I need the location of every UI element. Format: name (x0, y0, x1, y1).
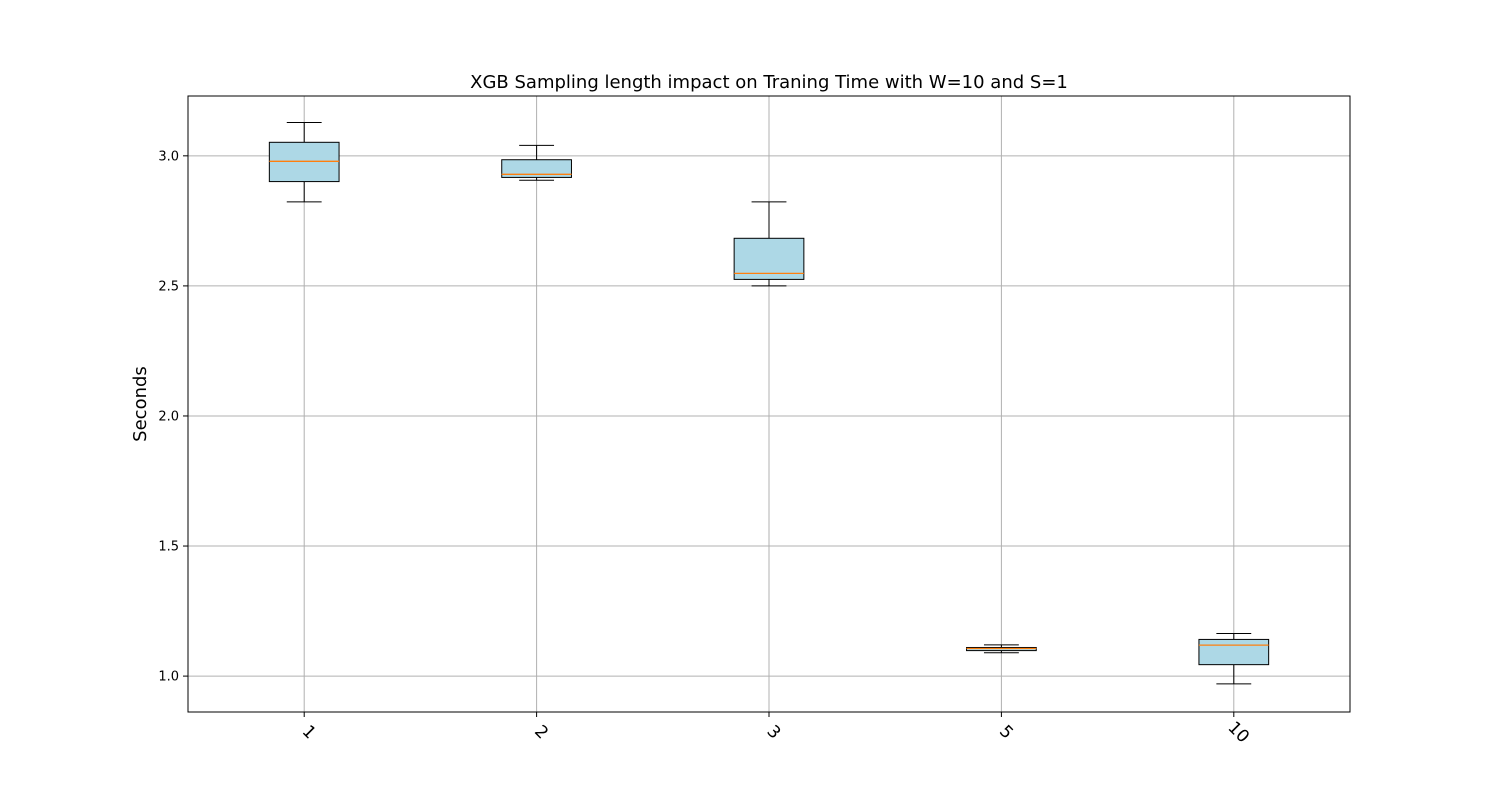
y-tick-label: 2.0 (158, 409, 179, 424)
y-tick-label: 2.5 (158, 279, 179, 294)
box-iqr (1198, 638, 1270, 666)
box-iqr (501, 159, 572, 178)
y-tick-label: 1.0 (158, 670, 179, 685)
box-layer (268, 122, 1270, 685)
box-iqr (733, 237, 805, 280)
y-tick-label: 1.5 (158, 540, 179, 555)
y-tick-label: 3.0 (158, 149, 179, 164)
chart-title: XGB Sampling length impact on Traning Ti… (470, 72, 1068, 93)
box-iqr (268, 141, 340, 183)
y-axis-label: Seconds (130, 366, 151, 442)
